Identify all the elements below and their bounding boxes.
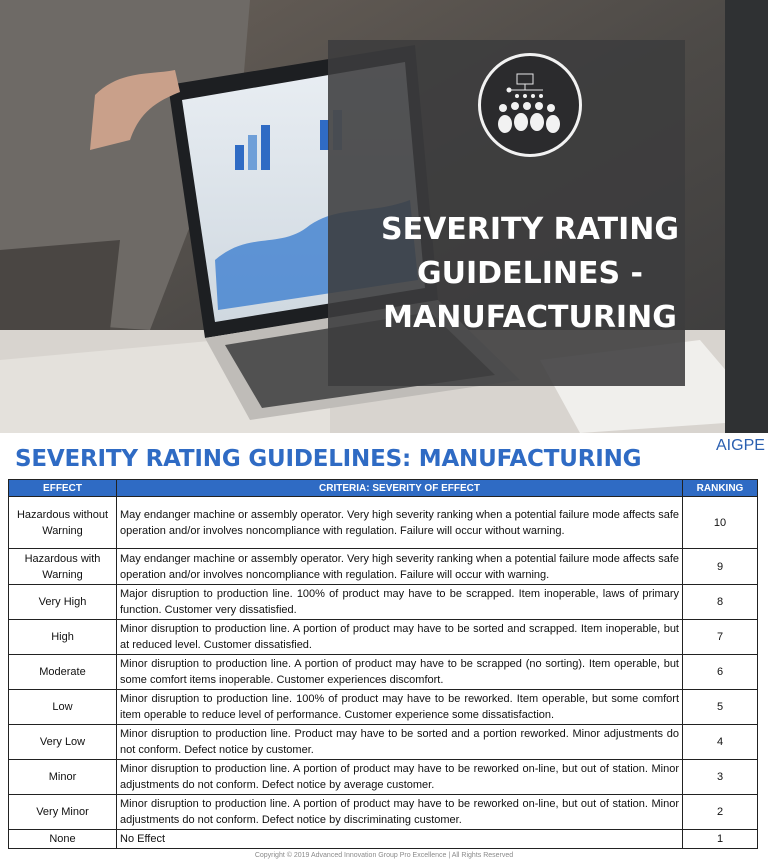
table-row: Moderate Minor disruption to production … bbox=[8, 654, 758, 690]
table-row: Low Minor disruption to production line.… bbox=[8, 689, 758, 725]
effect-cell: Low bbox=[8, 689, 117, 725]
criteria-cell: May endanger machine or assembly operato… bbox=[116, 548, 683, 585]
table-row: Hazardous without Warning May endanger m… bbox=[8, 496, 758, 549]
criteria-cell: Minor disruption to production line. A p… bbox=[116, 619, 683, 655]
hero-title-line: SEVERITY RATING bbox=[380, 212, 680, 247]
criteria-cell: No Effect bbox=[116, 829, 683, 849]
header-criteria: CRITERIA: SEVERITY OF EFFECT bbox=[116, 479, 683, 497]
table-row: Minor Minor disruption to production lin… bbox=[8, 759, 758, 795]
copyright-footer: Copyright © 2019 Advanced Innovation Gro… bbox=[254, 852, 514, 859]
ranking-cell: 6 bbox=[682, 654, 758, 690]
ranking-cell: 2 bbox=[682, 794, 758, 830]
ranking-cell: 10 bbox=[682, 496, 758, 549]
ranking-cell: 7 bbox=[682, 619, 758, 655]
ranking-cell: 9 bbox=[682, 548, 758, 585]
table-row: Hazardous with Warning May endanger mach… bbox=[8, 548, 758, 585]
table-row: High Minor disruption to production line… bbox=[8, 619, 758, 655]
document-title: SEVERITY RATING GUIDELINES: MANUFACTURIN… bbox=[15, 446, 642, 472]
table-header-row: EFFECT CRITERIA: SEVERITY OF EFFECT RANK… bbox=[8, 479, 758, 497]
hero-title-line: GUIDELINES - bbox=[417, 256, 643, 291]
table-row: Very Low Minor disruption to production … bbox=[8, 724, 758, 760]
criteria-cell: Major disruption to production line. 100… bbox=[116, 584, 683, 620]
ranking-cell: 8 bbox=[682, 584, 758, 620]
severity-table: EFFECT CRITERIA: SEVERITY OF EFFECT RANK… bbox=[8, 479, 758, 849]
criteria-cell: Minor disruption to production line. A p… bbox=[116, 759, 683, 795]
ranking-cell: 4 bbox=[682, 724, 758, 760]
header-effect: EFFECT bbox=[8, 479, 117, 497]
effect-cell: High bbox=[8, 619, 117, 655]
hero-title-line: MANUFACTURING bbox=[383, 300, 677, 335]
effect-cell: Very Minor bbox=[8, 794, 117, 830]
hero-banner: SEVERITY RATING GUIDELINES - MANUFACTURI… bbox=[0, 0, 768, 433]
effect-cell: Minor bbox=[8, 759, 117, 795]
criteria-cell: Minor disruption to production line. A p… bbox=[116, 654, 683, 690]
effect-cell: Hazardous with Warning bbox=[8, 548, 117, 585]
effect-cell: Hazardous without Warning bbox=[8, 496, 117, 549]
ranking-cell: 5 bbox=[682, 689, 758, 725]
table-row: None No Effect 1 bbox=[8, 829, 758, 849]
table-row: Very High Major disruption to production… bbox=[8, 584, 758, 620]
effect-cell: Moderate bbox=[8, 654, 117, 690]
effect-cell: None bbox=[8, 829, 117, 849]
hero-title: SEVERITY RATING GUIDELINES - MANUFACTURI… bbox=[330, 208, 730, 340]
table-row: Very Minor Minor disruption to productio… bbox=[8, 794, 758, 830]
header-ranking: RANKING bbox=[682, 479, 758, 497]
criteria-cell: May endanger machine or assembly operato… bbox=[116, 496, 683, 549]
ranking-cell: 1 bbox=[682, 829, 758, 849]
dark-side-strip bbox=[725, 0, 768, 433]
effect-cell: Very High bbox=[8, 584, 117, 620]
ranking-cell: 3 bbox=[682, 759, 758, 795]
brand-logo-text: AIGPE bbox=[716, 437, 765, 454]
criteria-cell: Minor disruption to production line. A p… bbox=[116, 794, 683, 830]
effect-cell: Very Low bbox=[8, 724, 117, 760]
criteria-cell: Minor disruption to production line. 100… bbox=[116, 689, 683, 725]
team-hierarchy-icon bbox=[478, 53, 582, 157]
criteria-cell: Minor disruption to production line. Pro… bbox=[116, 724, 683, 760]
